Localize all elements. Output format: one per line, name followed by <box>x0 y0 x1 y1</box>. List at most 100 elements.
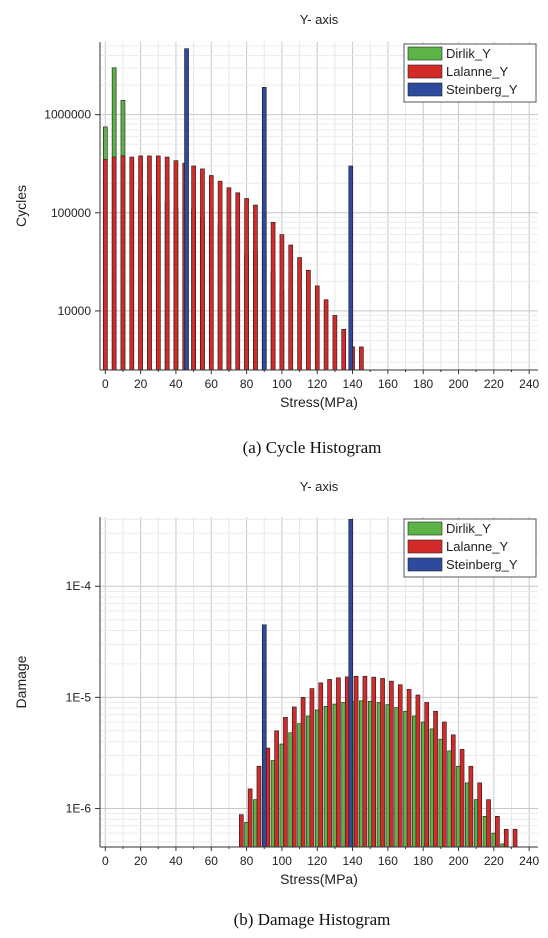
bar <box>164 156 170 371</box>
x-tick-label: 100 <box>272 854 292 868</box>
bar <box>380 678 385 848</box>
x-tick-label: 180 <box>413 377 433 391</box>
x-tick-label: 120 <box>307 377 327 391</box>
bar <box>424 702 430 848</box>
x-tick-label: 220 <box>484 377 504 391</box>
bar <box>102 159 108 371</box>
bar <box>184 48 189 371</box>
x-axis-title-b: Stress(MPa) <box>280 871 358 887</box>
legend-swatch <box>407 46 443 61</box>
chart-title-b: Y- axis <box>300 479 339 494</box>
x-axis-title-a: Stress(MPa) <box>280 394 358 410</box>
x-tick-label: 40 <box>169 377 183 391</box>
bar <box>288 244 294 371</box>
y-axis-title-b: Damage <box>13 655 29 708</box>
bar <box>261 86 267 371</box>
bar <box>120 155 126 371</box>
bar <box>155 155 161 371</box>
x-tick-label: 60 <box>205 854 219 868</box>
bar <box>450 734 456 848</box>
bar <box>486 799 491 848</box>
y-tick-label: 1E-4 <box>66 579 92 593</box>
legend-a: Dirlik_Y Lalanne_Y Steinberg_Y <box>403 43 537 103</box>
x-tick-label: 120 <box>307 854 327 868</box>
x-tick-label: 160 <box>378 854 398 868</box>
x-tick-label: 100 <box>272 377 292 391</box>
bar <box>495 816 500 848</box>
bar <box>200 168 205 371</box>
bar <box>261 624 267 848</box>
legend-label: Steinberg_Y <box>446 82 518 97</box>
y-tick-label: 10000 <box>58 304 92 318</box>
bar <box>173 160 179 371</box>
bar <box>217 180 223 371</box>
bar <box>306 269 311 371</box>
legend-swatch <box>407 539 443 554</box>
x-tick-label: 140 <box>343 377 363 391</box>
x-tick-label: 180 <box>413 854 433 868</box>
bar <box>129 156 135 371</box>
x-tick-label: 20 <box>134 377 148 391</box>
bar <box>362 675 368 848</box>
bar <box>235 192 241 371</box>
y-axis-title-a: Cycles <box>13 185 29 227</box>
bar <box>291 706 297 848</box>
chart-title-a: Y- axis <box>300 12 339 27</box>
bar <box>256 765 262 848</box>
legend-label: Lalanne_Y <box>446 539 508 554</box>
y-tick-label: 1E-6 <box>66 801 92 815</box>
bar <box>297 257 302 371</box>
bar <box>279 234 285 371</box>
bar <box>247 788 253 848</box>
legend-label: Dirlik_Y <box>446 521 491 536</box>
legend-label: Steinberg_Y <box>446 557 518 572</box>
legend-swatch <box>407 82 443 97</box>
y-tick-label: 100000 <box>51 206 91 220</box>
x-tick-label: 160 <box>378 377 398 391</box>
bar <box>353 675 359 848</box>
bar <box>283 717 288 848</box>
x-tick-label: 40 <box>169 854 183 868</box>
bar <box>309 688 315 848</box>
bar <box>238 814 244 848</box>
x-tick-label: 140 <box>343 854 363 868</box>
bar <box>371 676 377 848</box>
legend-label: Lalanne_Y <box>446 64 508 79</box>
legend-b: Dirlik_Y Lalanne_Y Steinberg_Y <box>403 518 537 578</box>
bar <box>477 782 483 848</box>
bar <box>389 680 394 848</box>
bar <box>191 165 196 371</box>
bar <box>226 187 232 371</box>
bar <box>397 684 403 848</box>
bar <box>459 749 465 848</box>
bar <box>208 175 214 371</box>
bar <box>138 155 143 371</box>
bar <box>270 221 276 371</box>
caption-b: (b) Damage Histogram <box>234 910 391 929</box>
bar <box>332 315 338 371</box>
bar <box>468 765 474 848</box>
x-tick-label: 80 <box>240 377 254 391</box>
bar <box>442 721 447 848</box>
x-tick-label: 240 <box>519 854 539 868</box>
bar <box>274 730 279 848</box>
caption-a: (a) Cycle Histogram <box>243 438 382 457</box>
x-tick-label: 0 <box>102 854 109 868</box>
bar <box>244 198 249 371</box>
legend-label: Dirlik_Y <box>446 46 491 61</box>
bar <box>111 156 117 371</box>
x-tick-label: 200 <box>449 854 469 868</box>
x-tick-label: 80 <box>240 854 254 868</box>
y-tick-label: 1000000 <box>44 108 91 122</box>
x-tick-label: 0 <box>102 377 109 391</box>
bar <box>147 155 152 371</box>
bar <box>415 694 421 848</box>
legend-swatch <box>407 64 443 79</box>
legend-swatch <box>407 521 443 536</box>
x-tick-label: 220 <box>484 854 504 868</box>
x-tick-label: 200 <box>449 377 469 391</box>
bar <box>348 519 354 848</box>
x-tick-label: 240 <box>519 377 539 391</box>
bar <box>323 299 329 371</box>
